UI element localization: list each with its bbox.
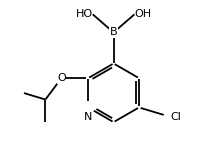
Text: N: N [84,112,92,122]
Text: HO: HO [76,9,93,19]
Text: O: O [57,73,66,83]
Text: Cl: Cl [170,112,181,122]
Text: B: B [110,27,117,37]
Text: OH: OH [135,9,152,19]
